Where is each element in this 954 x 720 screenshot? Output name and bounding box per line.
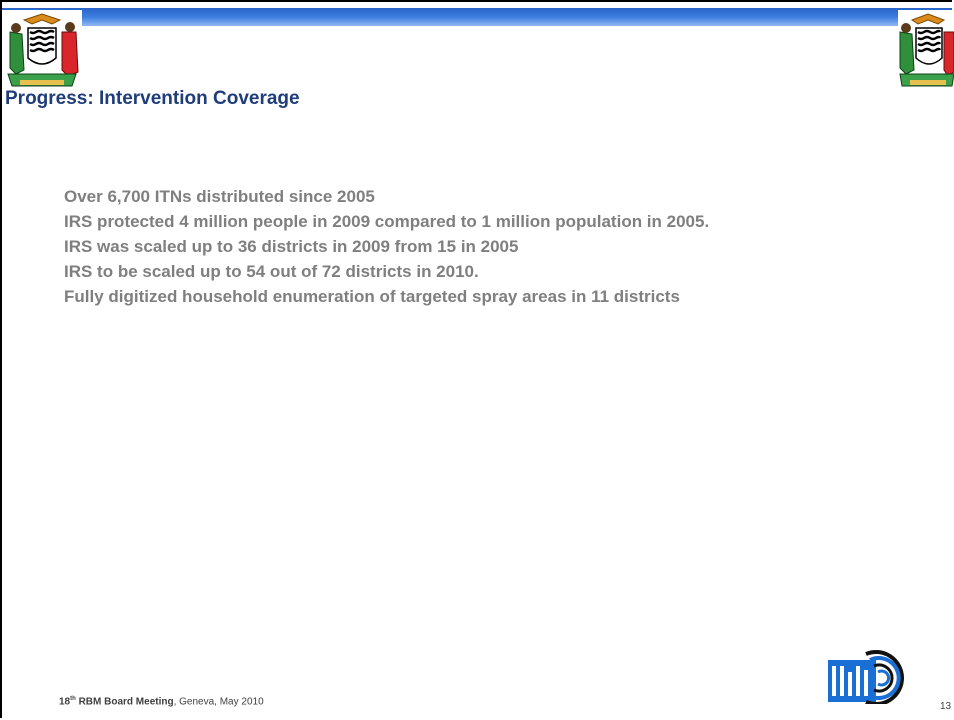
footer-text: 18th RBM Board Meeting, Geneva, May 2010 — [59, 696, 264, 707]
bullet-list: Over 6,700 ITNs distributed since 2005 I… — [64, 184, 709, 309]
header-bar — [2, 8, 952, 26]
bullet-item: Fully digitized household enumeration of… — [64, 287, 680, 306]
slide-title: Progress: Intervention Coverage — [5, 88, 300, 109]
bullet-item: Over 6,700 ITNs distributed since 2005 — [64, 187, 375, 206]
coat-of-arms-icon — [898, 10, 954, 88]
footer-location: , Geneva, May 2010 — [173, 696, 264, 708]
footer-meeting: RBM Board Meeting — [75, 696, 174, 708]
coat-of-arms-icon — [2, 10, 82, 88]
page-number: 13 — [940, 701, 952, 712]
rbm-logo-icon — [828, 650, 904, 704]
footer-number: 18 — [59, 696, 71, 708]
bullet-item: IRS was scaled up to 36 districts in 200… — [64, 237, 519, 256]
bullet-item: IRS protected 4 million people in 2009 c… — [64, 212, 710, 231]
bullet-item: IRS to be scaled up to 54 out of 72 dist… — [64, 262, 479, 281]
footer-ordinal: th — [70, 696, 76, 702]
